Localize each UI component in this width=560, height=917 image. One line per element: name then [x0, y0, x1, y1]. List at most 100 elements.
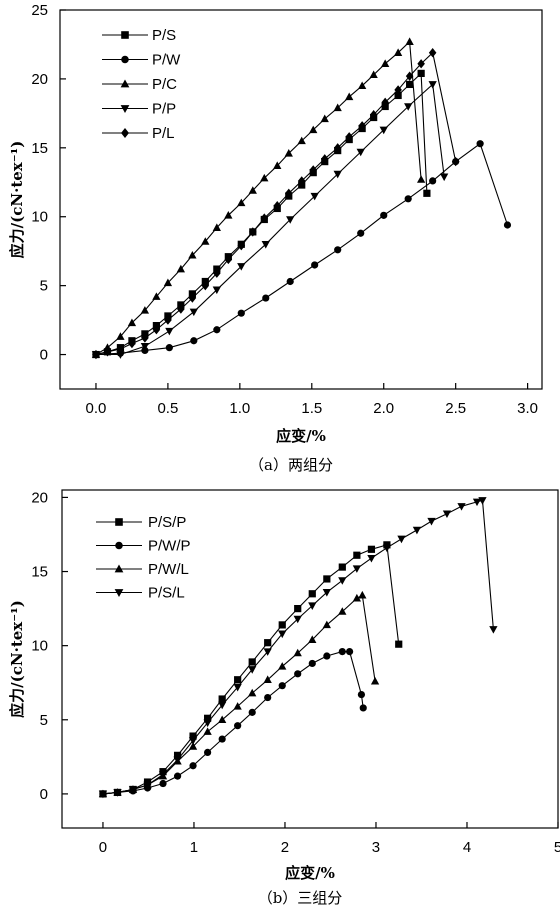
- data-point: [188, 293, 197, 303]
- data-point: [188, 742, 198, 750]
- plot-frame: [59, 9, 543, 390]
- data-point: [224, 254, 233, 265]
- y-tick-label: 5: [40, 278, 48, 295]
- data-point: [249, 227, 257, 237]
- data-point: [381, 97, 389, 108]
- data-point: [405, 37, 414, 45]
- data-point: [165, 327, 174, 336]
- data-point: [165, 344, 173, 352]
- data-point: [173, 772, 182, 780]
- data-point: [278, 630, 287, 639]
- data-point: [394, 91, 402, 100]
- data-point: [308, 590, 316, 598]
- data-point: [273, 201, 282, 211]
- data-point: [264, 639, 272, 647]
- legend-entry: P/S: [102, 27, 176, 44]
- data-point: [140, 306, 150, 314]
- data-point: [311, 261, 319, 269]
- series-p-p: [91, 81, 449, 359]
- data-point: [224, 211, 233, 219]
- data-point: [382, 544, 392, 553]
- data-point: [237, 263, 246, 271]
- data-point: [203, 719, 212, 728]
- data-point: [427, 517, 436, 526]
- data-point: [333, 103, 342, 112]
- data-point: [412, 526, 422, 535]
- data-point: [237, 240, 246, 251]
- x-tick-label: 3.0: [517, 400, 538, 417]
- x-tick-label: 0: [99, 839, 107, 856]
- legend-marker: [121, 128, 129, 138]
- legend-entry: P/L: [102, 125, 175, 142]
- data-point: [397, 535, 406, 544]
- data-point: [476, 140, 484, 148]
- data-point: [127, 318, 137, 327]
- data-point: [294, 604, 302, 613]
- data-point: [152, 325, 161, 335]
- y-axis-label: 应力/(cN·tex⁻¹): [8, 600, 26, 718]
- x-tick-label: 4: [463, 839, 471, 856]
- data-point: [190, 337, 198, 345]
- data-point: [237, 198, 246, 207]
- legend-marker: [114, 589, 124, 598]
- data-point: [273, 161, 282, 169]
- data-point: [358, 590, 367, 599]
- data-point: [103, 347, 112, 357]
- data-point: [333, 170, 342, 179]
- data-point: [293, 615, 302, 624]
- data-point: [417, 59, 425, 69]
- data-point: [478, 497, 487, 505]
- series-p-w-p: [99, 647, 367, 798]
- legend-marker: [121, 31, 129, 39]
- x-tick-label: 3: [372, 839, 380, 856]
- data-point: [322, 589, 331, 597]
- data-point: [173, 751, 182, 759]
- data-point: [159, 779, 167, 788]
- chart-a-two-component: 0.0 0.5 1.0 1.5 2.0 2.5 3.0 0 5 10 15 20 25 应变/% 应力/(c…: [8, 2, 543, 474]
- series-line: [96, 83, 445, 356]
- data-point: [286, 216, 295, 224]
- series-line: [95, 40, 422, 355]
- legend-marker: [115, 518, 123, 526]
- y-tick-label: 20: [31, 489, 48, 506]
- y-tick-label: 10: [31, 209, 48, 226]
- data-point: [308, 659, 316, 668]
- data-point: [260, 173, 269, 182]
- data-point: [218, 695, 226, 703]
- legend-label: P/W/L: [148, 561, 189, 578]
- data-point: [353, 551, 361, 559]
- data-point: [297, 176, 306, 186]
- data-point: [322, 620, 331, 629]
- data-point: [261, 241, 270, 249]
- data-point: [345, 647, 354, 656]
- x-tick-label: 1.5: [301, 400, 322, 417]
- data-point: [440, 173, 449, 182]
- data-point: [338, 607, 347, 615]
- data-point: [429, 177, 437, 185]
- series-p-s-l: [98, 497, 498, 799]
- legend-label: P/L: [152, 125, 175, 142]
- data-point: [201, 280, 210, 291]
- legend-marker: [115, 541, 123, 550]
- data-point: [248, 658, 256, 666]
- data-point: [176, 264, 185, 273]
- data-point: [264, 693, 272, 702]
- data-point: [189, 732, 197, 740]
- data-point: [260, 213, 269, 223]
- legend-label: P/P: [152, 101, 176, 118]
- y-tick-label: 20: [31, 71, 48, 88]
- data-point: [189, 308, 198, 317]
- data-point: [308, 602, 317, 610]
- data-point: [428, 81, 437, 89]
- data-point: [489, 626, 498, 634]
- data-point: [189, 762, 197, 770]
- legend-entry: P/W: [102, 52, 181, 69]
- x-tick-label: 1: [190, 839, 198, 856]
- data-point: [218, 735, 226, 743]
- data-point: [248, 666, 257, 674]
- data-point: [237, 309, 245, 317]
- data-point: [370, 676, 380, 685]
- series-line: [95, 142, 509, 356]
- data-point: [334, 246, 342, 254]
- x-tick-label: 1.0: [229, 400, 250, 417]
